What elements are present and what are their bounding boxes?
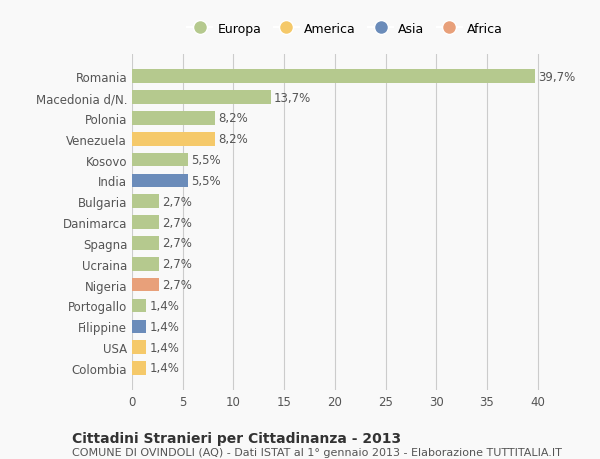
Bar xyxy=(132,237,160,250)
Text: 8,2%: 8,2% xyxy=(218,133,248,146)
Text: 1,4%: 1,4% xyxy=(149,320,179,333)
Text: 8,2%: 8,2% xyxy=(218,112,248,125)
Bar xyxy=(132,278,160,292)
Bar xyxy=(132,299,146,313)
Text: COMUNE DI OVINDOLI (AQ) - Dati ISTAT al 1° gennaio 2013 - Elaborazione TUTTITALI: COMUNE DI OVINDOLI (AQ) - Dati ISTAT al … xyxy=(72,448,562,458)
Bar xyxy=(132,341,146,354)
Bar xyxy=(132,361,146,375)
Text: 13,7%: 13,7% xyxy=(274,91,311,104)
Bar xyxy=(132,91,271,105)
Text: 5,5%: 5,5% xyxy=(191,174,220,188)
Text: Cittadini Stranieri per Cittadinanza - 2013: Cittadini Stranieri per Cittadinanza - 2… xyxy=(72,431,401,445)
Text: 1,4%: 1,4% xyxy=(149,341,179,354)
Bar xyxy=(132,112,215,125)
Text: 1,4%: 1,4% xyxy=(149,362,179,375)
Bar xyxy=(132,174,188,188)
Text: 5,5%: 5,5% xyxy=(191,154,220,167)
Text: 2,7%: 2,7% xyxy=(163,196,193,208)
Bar xyxy=(132,320,146,333)
Text: 1,4%: 1,4% xyxy=(149,299,179,312)
Legend: Europa, America, Asia, Africa: Europa, America, Asia, Africa xyxy=(182,18,508,41)
Bar xyxy=(132,153,188,167)
Bar xyxy=(132,257,160,271)
Bar xyxy=(132,70,535,84)
Bar xyxy=(132,133,215,146)
Text: 2,7%: 2,7% xyxy=(163,216,193,229)
Bar xyxy=(132,195,160,208)
Text: 39,7%: 39,7% xyxy=(538,71,575,84)
Bar xyxy=(132,216,160,230)
Text: 2,7%: 2,7% xyxy=(163,279,193,291)
Text: 2,7%: 2,7% xyxy=(163,237,193,250)
Text: 2,7%: 2,7% xyxy=(163,257,193,271)
